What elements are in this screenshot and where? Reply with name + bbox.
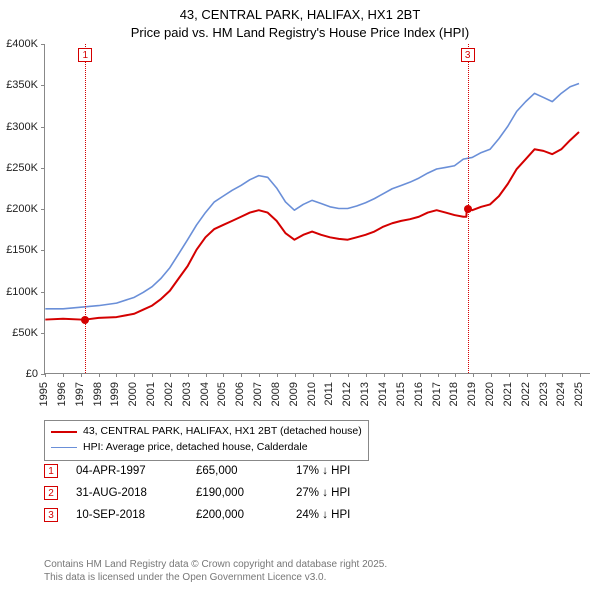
sales-row: 3 10-SEP-2018£200,00024% ↓ HPI [44, 504, 396, 526]
x-axis-label: 2003 [181, 382, 193, 406]
x-axis-label: 2024 [555, 382, 567, 406]
x-axis-label: 2022 [520, 382, 532, 406]
chart-area: £0£50K£100K£150K£200K£250K£300K£350K£400… [0, 44, 600, 418]
x-axis-label: 1996 [56, 382, 68, 406]
x-axis-label: 1997 [74, 382, 86, 406]
legend: 43, CENTRAL PARK, HALIFAX, HX1 2BT (deta… [44, 420, 369, 461]
footnote: Contains HM Land Registry data © Crown c… [44, 558, 387, 584]
title-line-1: 43, CENTRAL PARK, HALIFAX, HX1 2BT [0, 6, 600, 24]
x-axis-label: 1999 [109, 382, 121, 406]
legend-row: HPI: Average price, detached house, Cald… [51, 440, 362, 456]
x-axis-label: 2008 [270, 382, 282, 406]
chart-container: 43, CENTRAL PARK, HALIFAX, HX1 2BT Price… [0, 0, 600, 590]
x-axis-label: 2018 [448, 382, 460, 406]
legend-label: HPI: Average price, detached house, Cald… [83, 440, 308, 456]
x-axis-label: 2013 [359, 382, 371, 406]
annotation-marker: 1 [78, 48, 92, 62]
sale-price: £190,000 [196, 487, 296, 499]
x-axis-label: 2019 [466, 382, 478, 406]
legend-swatch [51, 447, 77, 448]
y-tick [41, 85, 45, 86]
x-axis-label: 2005 [216, 382, 228, 406]
sale-date: 31-AUG-2018 [76, 487, 196, 499]
x-axis-label: 2015 [395, 382, 407, 406]
y-axis-label: £150K [6, 244, 38, 256]
title-line-2: Price paid vs. HM Land Registry's House … [0, 24, 600, 42]
y-tick [41, 209, 45, 210]
sale-price: £65,000 [196, 465, 296, 477]
x-axis-label: 1998 [92, 382, 104, 406]
sale-index: 2 [44, 486, 58, 500]
sales-row: 1 04-APR-1997£65,00017% ↓ HPI [44, 460, 396, 482]
y-tick [41, 250, 45, 251]
y-tick [41, 168, 45, 169]
x-axis-label: 2006 [234, 382, 246, 406]
sales-table: 1 04-APR-1997£65,00017% ↓ HPI 2 31-AUG-2018… [44, 460, 396, 526]
sales-row: 2 31-AUG-2018£190,00027% ↓ HPI [44, 482, 396, 504]
y-axis-label: £250K [6, 162, 38, 174]
y-axis-label: £400K [6, 38, 38, 50]
legend-swatch [51, 431, 77, 433]
x-axis-label: 2002 [163, 382, 175, 406]
x-axis-labels: 1995199619971998199920002001200220032004… [44, 376, 590, 418]
y-axis-labels: £0£50K£100K£150K£200K£250K£300K£350K£400… [0, 44, 42, 374]
footnote-line-1: Contains HM Land Registry data © Crown c… [44, 558, 387, 571]
x-axis-label: 2009 [288, 382, 300, 406]
title-block: 43, CENTRAL PARK, HALIFAX, HX1 2BT Price… [0, 0, 600, 41]
legend-label: 43, CENTRAL PARK, HALIFAX, HX1 2BT (deta… [83, 424, 362, 440]
x-axis-label: 2023 [538, 382, 550, 406]
y-tick [41, 292, 45, 293]
sale-point [464, 205, 472, 213]
x-axis-label: 2000 [127, 382, 139, 406]
y-axis-label: £300K [6, 121, 38, 133]
x-axis-label: 2016 [413, 382, 425, 406]
x-axis-label: 1995 [38, 382, 50, 406]
x-axis-label: 2011 [323, 382, 335, 406]
plot-area: 13 [44, 44, 590, 374]
series-price_paid [45, 132, 579, 320]
sale-delta: 24% ↓ HPI [296, 509, 396, 521]
sale-price: £200,000 [196, 509, 296, 521]
x-axis-label: 2025 [573, 382, 585, 406]
x-axis-label: 2020 [484, 382, 496, 406]
y-axis-label: £50K [12, 327, 38, 339]
x-axis-label: 2007 [252, 382, 264, 406]
sale-delta: 27% ↓ HPI [296, 487, 396, 499]
y-axis-label: £350K [6, 79, 38, 91]
sale-date: 04-APR-1997 [76, 465, 196, 477]
legend-row: 43, CENTRAL PARK, HALIFAX, HX1 2BT (deta… [51, 424, 362, 440]
sale-index: 1 [44, 464, 58, 478]
y-axis-label: £100K [6, 286, 38, 298]
x-axis-label: 2001 [145, 382, 157, 406]
x-axis-label: 2021 [502, 382, 514, 406]
x-axis-label: 2017 [431, 382, 443, 406]
line-svg [45, 44, 590, 373]
y-tick [41, 127, 45, 128]
annotation-marker: 3 [461, 48, 475, 62]
sale-delta: 17% ↓ HPI [296, 465, 396, 477]
x-axis-label: 2010 [306, 382, 318, 406]
x-axis-label: 2014 [377, 382, 389, 406]
sale-point [81, 316, 89, 324]
y-axis-label: £0 [26, 368, 38, 380]
x-axis-label: 2004 [199, 382, 211, 406]
y-axis-label: £200K [6, 203, 38, 215]
sale-index: 3 [44, 508, 58, 522]
sale-date: 10-SEP-2018 [76, 509, 196, 521]
y-tick [41, 44, 45, 45]
footnote-line-2: This data is licensed under the Open Gov… [44, 571, 387, 584]
x-axis-label: 2012 [341, 382, 353, 406]
y-tick [41, 333, 45, 334]
